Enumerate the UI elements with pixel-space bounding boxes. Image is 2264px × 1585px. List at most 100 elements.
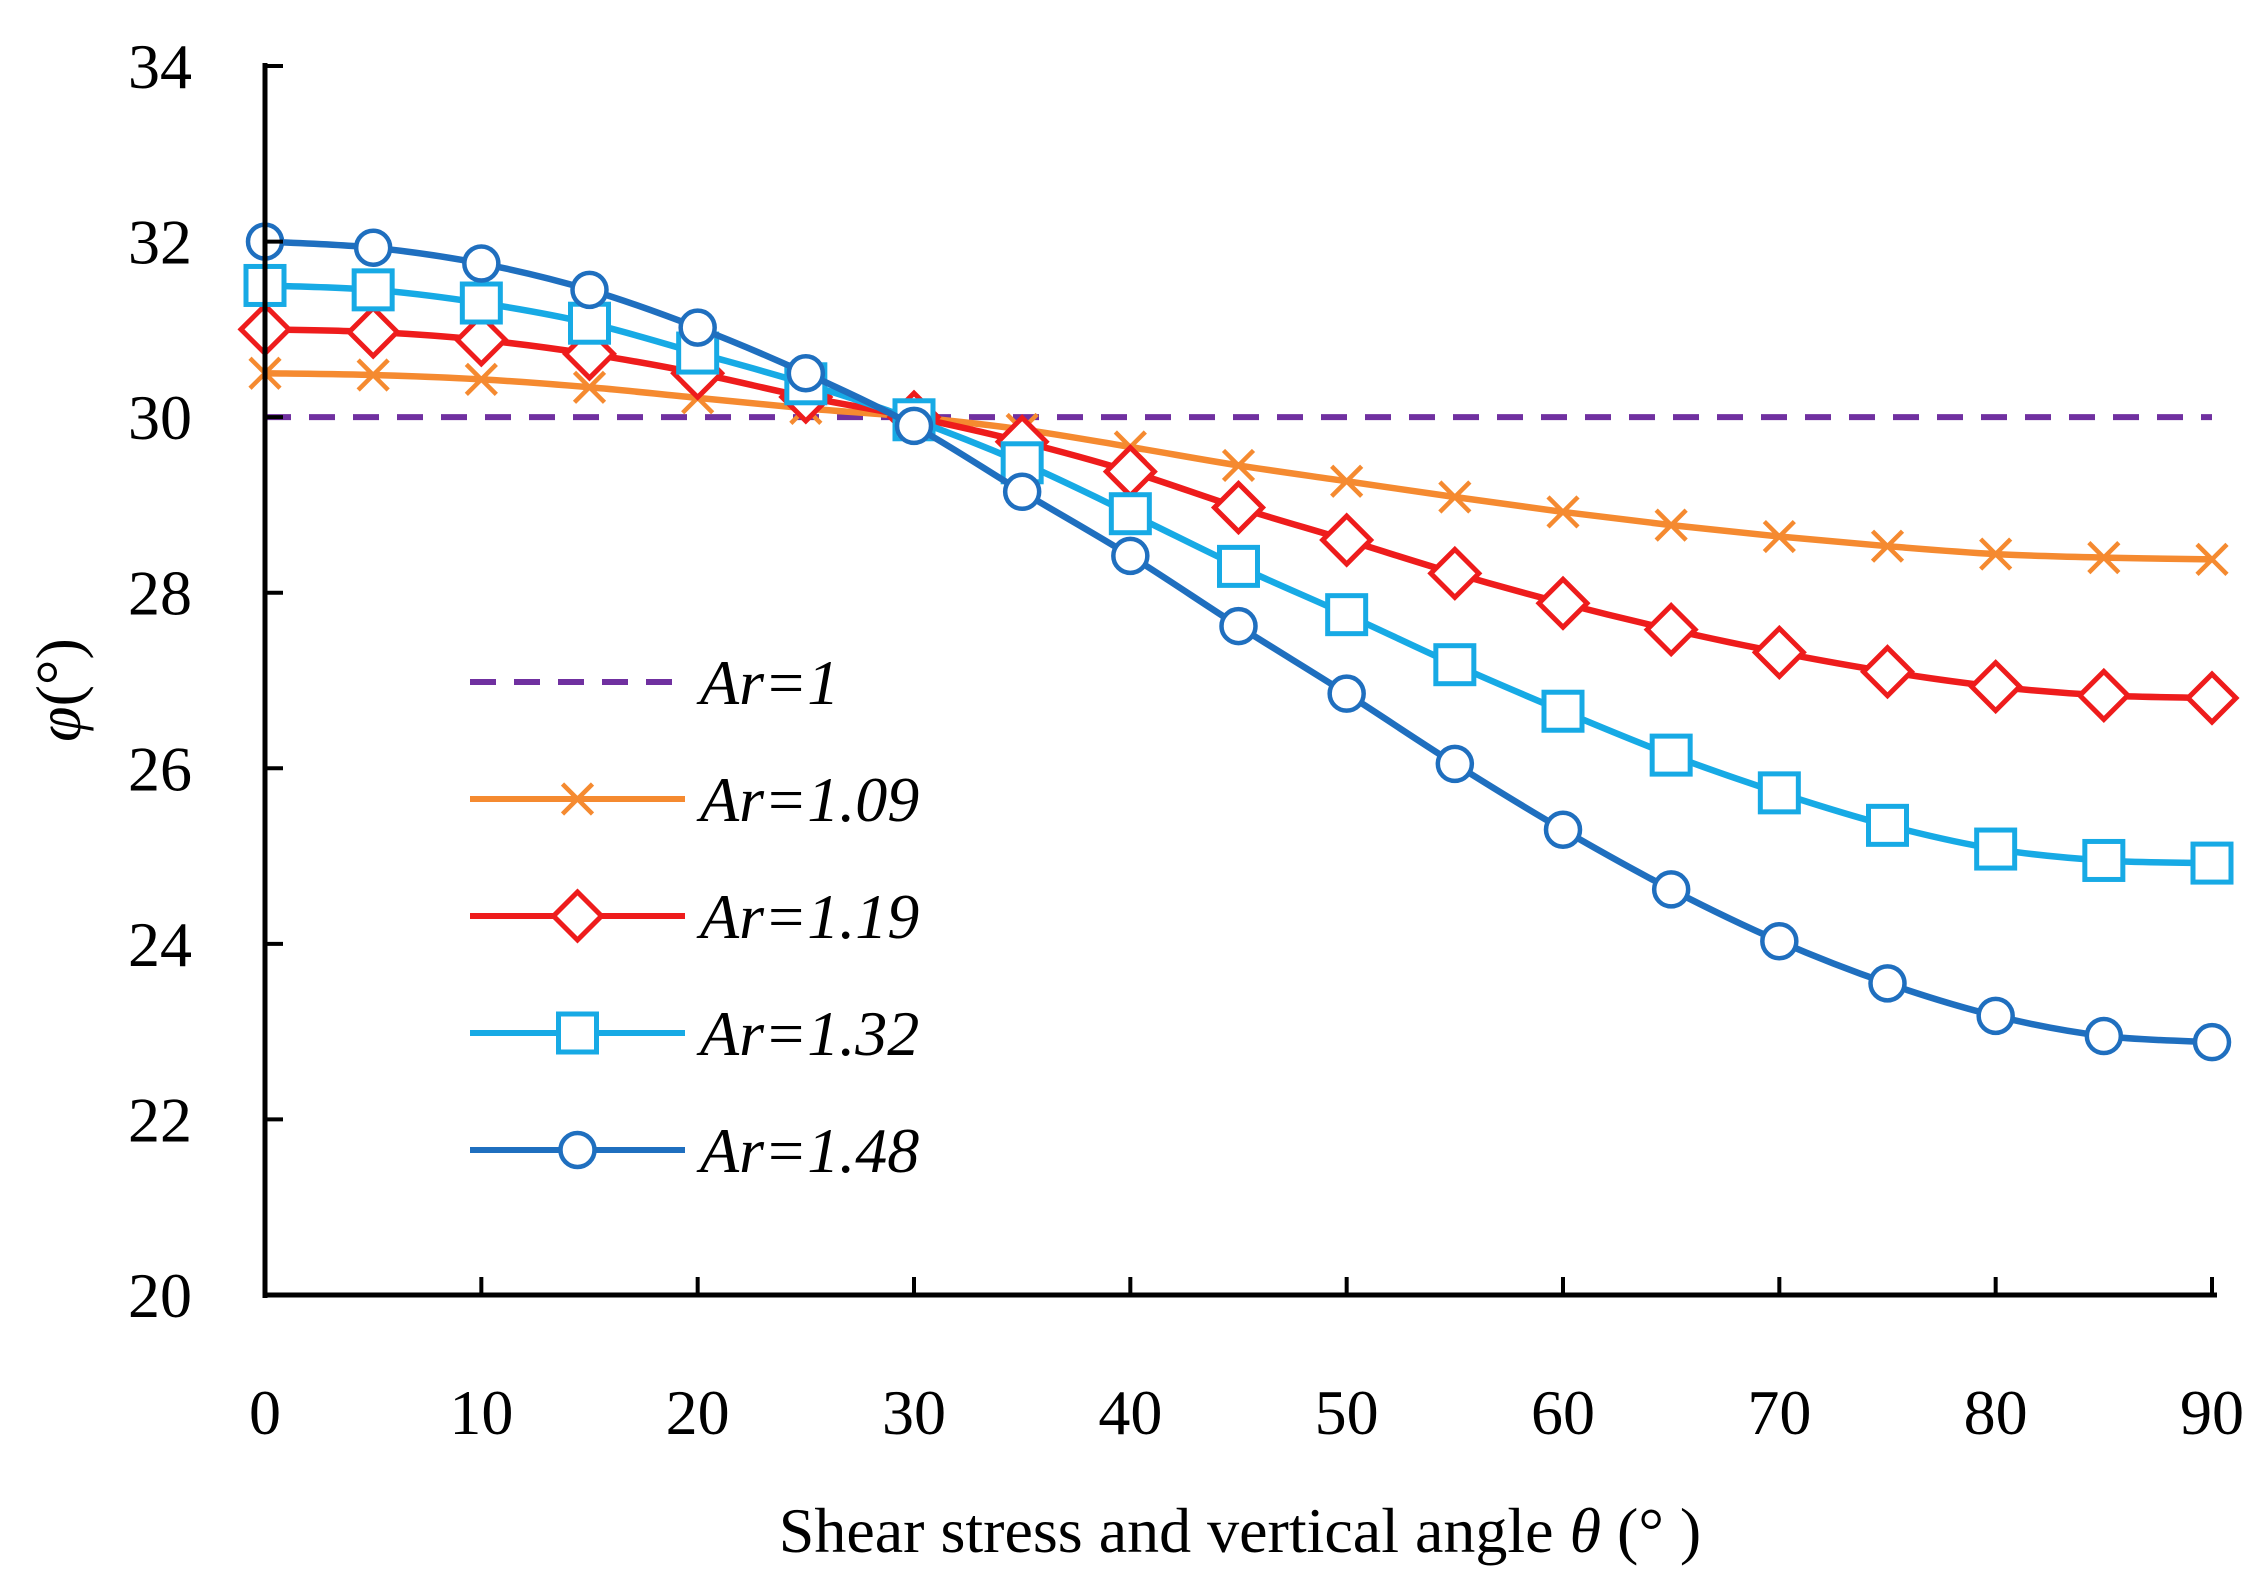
legend-label: Ar=1.32 [696,998,919,1069]
y-axis-title-symbol: φ [23,706,94,741]
y-tick-label: 24 [128,909,192,980]
series-1-point [2195,542,2229,576]
series-1-point [356,358,390,392]
series-3-point [1757,771,1801,815]
legend-label: Ar=1 [696,647,839,718]
x-tick-label: 70 [1747,1377,1811,1448]
series-2-point [453,312,509,368]
series-2-point [345,304,401,360]
series-1-point [1870,529,1905,563]
series-4-point [1868,964,1907,1003]
legend-marker [558,1130,597,1170]
x-tick-label: 30 [882,1377,946,1448]
legend-label: Ar=1.48 [696,1115,919,1186]
x-axis-title: Shear stress and vertical angle θ (° ) [779,1495,1701,1566]
series-2-point [1210,480,1267,536]
axes-layer [262,63,2217,1298]
series-4-point [570,270,609,310]
x-axis-title-symbol: θ [1570,1495,1601,1566]
series-3-point [1866,803,1909,847]
series-2-point [1535,575,1591,631]
series-1-point [1221,448,1256,483]
series-3-point [459,281,503,325]
series-2-point [1968,659,2024,715]
series-1-point [2087,541,2121,575]
series-4-point [1435,744,1475,784]
x-tick-label: 40 [1098,1377,1162,1448]
legend-item: Ar=1 [470,647,839,718]
series-1-point [572,370,607,404]
series-2-point [1427,545,1483,601]
y-tick-label: 26 [128,733,192,804]
y-tick-label: 28 [128,558,192,629]
series-2-point [1102,444,1158,500]
series-3-point [1433,643,1477,687]
x-axis-title-unit: (° ) [1601,1495,1701,1566]
series-1-point [1762,519,1796,554]
series-3-point [1974,827,2018,871]
legend-marker [560,782,595,816]
tick-layer: 0 10 20 30 40 50 60 70 80 90 20 22 24 26 28 30 32 34 [128,31,2244,1448]
x-tick-label: 90 [2180,1377,2244,1448]
legend-marker [549,888,606,944]
series-3-point [1108,492,1152,536]
y-axis-title: φ(°) [23,638,94,742]
legend-item: Ar=1.48 [470,1115,919,1186]
series-3-point [351,268,395,312]
y-axis-title-unit: (°) [23,638,94,706]
series-4-point [1976,996,2015,1036]
series-1-point [1330,464,1364,498]
legend-label: Ar=1.19 [696,881,919,952]
series-1-point [1546,495,1580,529]
series-4-point [1111,536,1150,576]
x-tick-label: 60 [1531,1377,1595,1448]
series-3-point [568,301,611,345]
series-2-point [1751,624,1807,680]
series-3-point [2082,838,2126,882]
series-4-point [678,308,717,347]
series-2-point [1643,602,1699,658]
series-1-point [1979,537,2013,571]
series-4-point [462,244,501,283]
series-4-point [786,354,826,393]
y-tick-label: 30 [128,382,192,453]
series-1-point [1654,508,1688,542]
series-4-point [353,228,393,267]
series-layer [237,222,2240,1062]
legend: Ar=1 Ar=1.09 Ar=1.19 Ar=1.32 Ar=1.48 [470,647,919,1186]
series-1-point [464,362,498,396]
legend-item: Ar=1.32 [470,998,919,1069]
series-3-point [2190,841,2234,885]
y-tick-label: 34 [128,31,192,102]
series-4-point [1219,606,1258,646]
series-4-point [2084,1016,2124,1056]
legend-label: Ar=1.09 [696,764,919,835]
series-2-point [1859,644,1916,700]
series-3-point [1541,689,1585,733]
x-axis-title-text: Shear stress and vertical angle [779,1495,1570,1566]
x-tick-label: 50 [1315,1377,1379,1448]
series-3-point [1649,733,1693,777]
y-tick-label: 22 [128,1084,192,1155]
series-4-point [1002,472,1042,512]
series-4-point [1327,674,1366,713]
x-tick-label: 20 [666,1377,730,1448]
series-2-point [1319,512,1375,568]
legend-item: Ar=1.19 [470,881,919,952]
series-4-point [2192,1022,2232,1062]
series-3-point [1325,593,1369,637]
y-tick-label: 32 [128,207,192,278]
x-tick-label: 10 [449,1377,513,1448]
legend-marker [556,1011,599,1055]
series-4-point [1543,810,1583,849]
series-1-point [1438,480,1472,514]
x-tick-label: 0 [249,1377,281,1448]
series-4-point [1651,870,1691,909]
series-3-point [1217,544,1260,588]
x-tick-label: 80 [1964,1377,2028,1448]
legend-item: Ar=1.09 [470,764,919,835]
y-tick-label: 20 [128,1260,192,1331]
series-2-point [2076,667,2132,723]
series-4-point [1760,921,1799,961]
